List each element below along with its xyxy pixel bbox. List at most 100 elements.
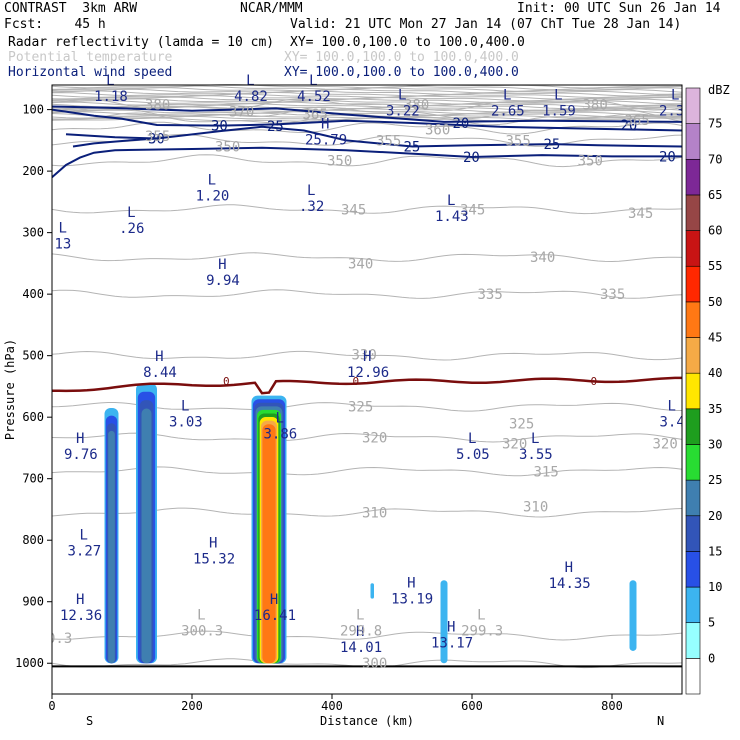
- colorbar-swatch: [685, 408, 701, 445]
- colorbar-level-label: 40: [708, 366, 722, 380]
- colorbar-swatch: [685, 551, 701, 588]
- theta-band-line: [51, 92, 683, 97]
- hl-marker-low: L: [447, 193, 455, 209]
- colorbar-swatch: [685, 372, 701, 410]
- x-tick-label: 400: [321, 699, 343, 713]
- theta-contour-label: 350: [578, 154, 603, 170]
- model-name: CONTRAST 3km ARW: [4, 1, 138, 16]
- theta-contour-label: 330: [352, 347, 377, 363]
- x-tick-label: 600: [461, 699, 483, 713]
- x-end-right: N: [657, 714, 664, 728]
- y-axis-title: Pressure (hPa): [3, 339, 17, 440]
- theta-contour-345: [51, 204, 683, 215]
- x-tick-label: 200: [181, 699, 203, 713]
- colorbar-swatch: [685, 194, 701, 231]
- forecast-hour: Fcst: 45 h: [4, 17, 106, 32]
- theta-band-line: [51, 99, 683, 105]
- theta-contour-label: 345: [341, 202, 366, 218]
- hl-marker-low: L: [468, 431, 476, 447]
- hl-marker-high: H: [76, 431, 84, 447]
- reflectivity-column: [370, 583, 374, 599]
- wind-contour-line: [51, 146, 682, 179]
- theta-contour-350: [51, 154, 683, 168]
- y-tick-label: 600: [22, 410, 44, 424]
- hl-marker-high: H: [218, 257, 226, 273]
- hl-marker-low: L: [106, 73, 114, 89]
- hl-marker-value: 13.17: [431, 636, 473, 652]
- hl-marker-value: 3.4: [660, 414, 685, 430]
- theta-band-line: [51, 103, 682, 108]
- hl-marker-value: 4.82: [234, 89, 268, 105]
- plot-frame: [51, 84, 683, 695]
- wind-contour-line: [72, 137, 158, 148]
- colorbar-level-label: 5: [708, 616, 715, 630]
- colorbar-level-label: 60: [708, 224, 722, 238]
- reflectivity-band-5dbz: [629, 580, 637, 651]
- hl-marker-low: L: [59, 220, 67, 236]
- hl-marker-value: 14.35: [549, 576, 591, 592]
- wind-contour-label-20: 20: [659, 149, 676, 165]
- theta-band-line: [51, 90, 683, 95]
- hl-marker-low: L: [276, 411, 284, 427]
- theta-contour-label: 360: [425, 122, 450, 138]
- theta-band-line: [51, 93, 682, 99]
- hl-marker-low: L: [531, 431, 539, 447]
- hl-marker-value: 25.79: [305, 133, 347, 149]
- field-theta-xy: XY= 100.0,100.0 to 100.0,400.0: [284, 50, 519, 65]
- theta-contour-380: [51, 98, 683, 112]
- colorbar-swatch: [685, 658, 701, 695]
- hl-marker-low: L: [309, 73, 317, 89]
- theta-contour-label: 380: [145, 98, 170, 114]
- hl-marker-low: L: [398, 88, 406, 104]
- theta-contour-label: 320: [653, 437, 678, 453]
- theta-contour-label: 300: [362, 656, 387, 672]
- hl-marker-value: .32: [299, 199, 324, 215]
- theta-contour-label: 355: [376, 133, 401, 149]
- freezing-level-label: 0: [591, 375, 598, 388]
- hl-marker-value: .26: [119, 221, 144, 237]
- theta-contour-label: 350: [327, 154, 352, 170]
- field-theta: Potential temperature: [8, 50, 173, 65]
- x-tick-label: 0: [48, 699, 55, 713]
- hl-marker-value: 12.36: [60, 608, 102, 624]
- colorbar-level-label: 50: [708, 295, 722, 309]
- reflectivity-band-20dbz: [108, 430, 115, 664]
- bottom-mask: [52, 694, 682, 740]
- reflectivity-column: [629, 580, 637, 651]
- theta-contour-label: 340: [348, 256, 373, 272]
- colorbar-swatch: [685, 479, 701, 517]
- wind-contour-label-25: 25: [267, 119, 284, 135]
- hl-marker-low: L: [671, 88, 679, 104]
- field-wind-xy: XY= 100.0,100.0 to 100.0,400.0: [284, 65, 519, 80]
- hl-marker-high: H: [155, 349, 163, 365]
- field-wind: Horizontal wind speed: [8, 65, 173, 80]
- theta-band-line: [51, 88, 683, 94]
- hl-marker-value: 9.76: [64, 447, 98, 463]
- freezing-level-label: 0: [353, 375, 360, 388]
- theta-band-line: [52, 98, 683, 103]
- hl-marker-low: L: [668, 398, 676, 414]
- reflectivity-column: [104, 407, 119, 664]
- theta-contour-365: [51, 112, 683, 126]
- wind-contour-label-30: 30: [148, 132, 165, 148]
- hl-marker-value: 9.94: [206, 273, 240, 289]
- reflectivity-band-5dbz: [440, 580, 448, 664]
- colorbar-swatch: [685, 586, 701, 624]
- theta-band-line: [51, 87, 683, 92]
- theta-band-line: [51, 96, 683, 102]
- y-tick-label: 200: [22, 164, 44, 178]
- hl-marker-high: H: [407, 575, 415, 591]
- hl-marker-value: 1.43: [435, 209, 469, 225]
- colorbar-level-label: 10: [708, 580, 722, 594]
- colorbar-level-label: 25: [708, 473, 722, 487]
- theta-contour-label: 380: [404, 98, 429, 114]
- theta-extremum-value: 299.8: [340, 623, 382, 639]
- hl-marker-high: H: [76, 592, 84, 608]
- theta-band-line: [51, 101, 683, 107]
- colorbar-level-label: 20: [708, 509, 722, 523]
- colorbar-level-label: 70: [708, 152, 722, 166]
- hl-marker-high: H: [565, 560, 573, 576]
- hl-marker-high: H: [447, 620, 455, 636]
- valid-time: Valid: 21 UTC Mon 27 Jan 14 (07 ChT Tue …: [290, 17, 682, 32]
- colorbar-swatch: [685, 337, 701, 374]
